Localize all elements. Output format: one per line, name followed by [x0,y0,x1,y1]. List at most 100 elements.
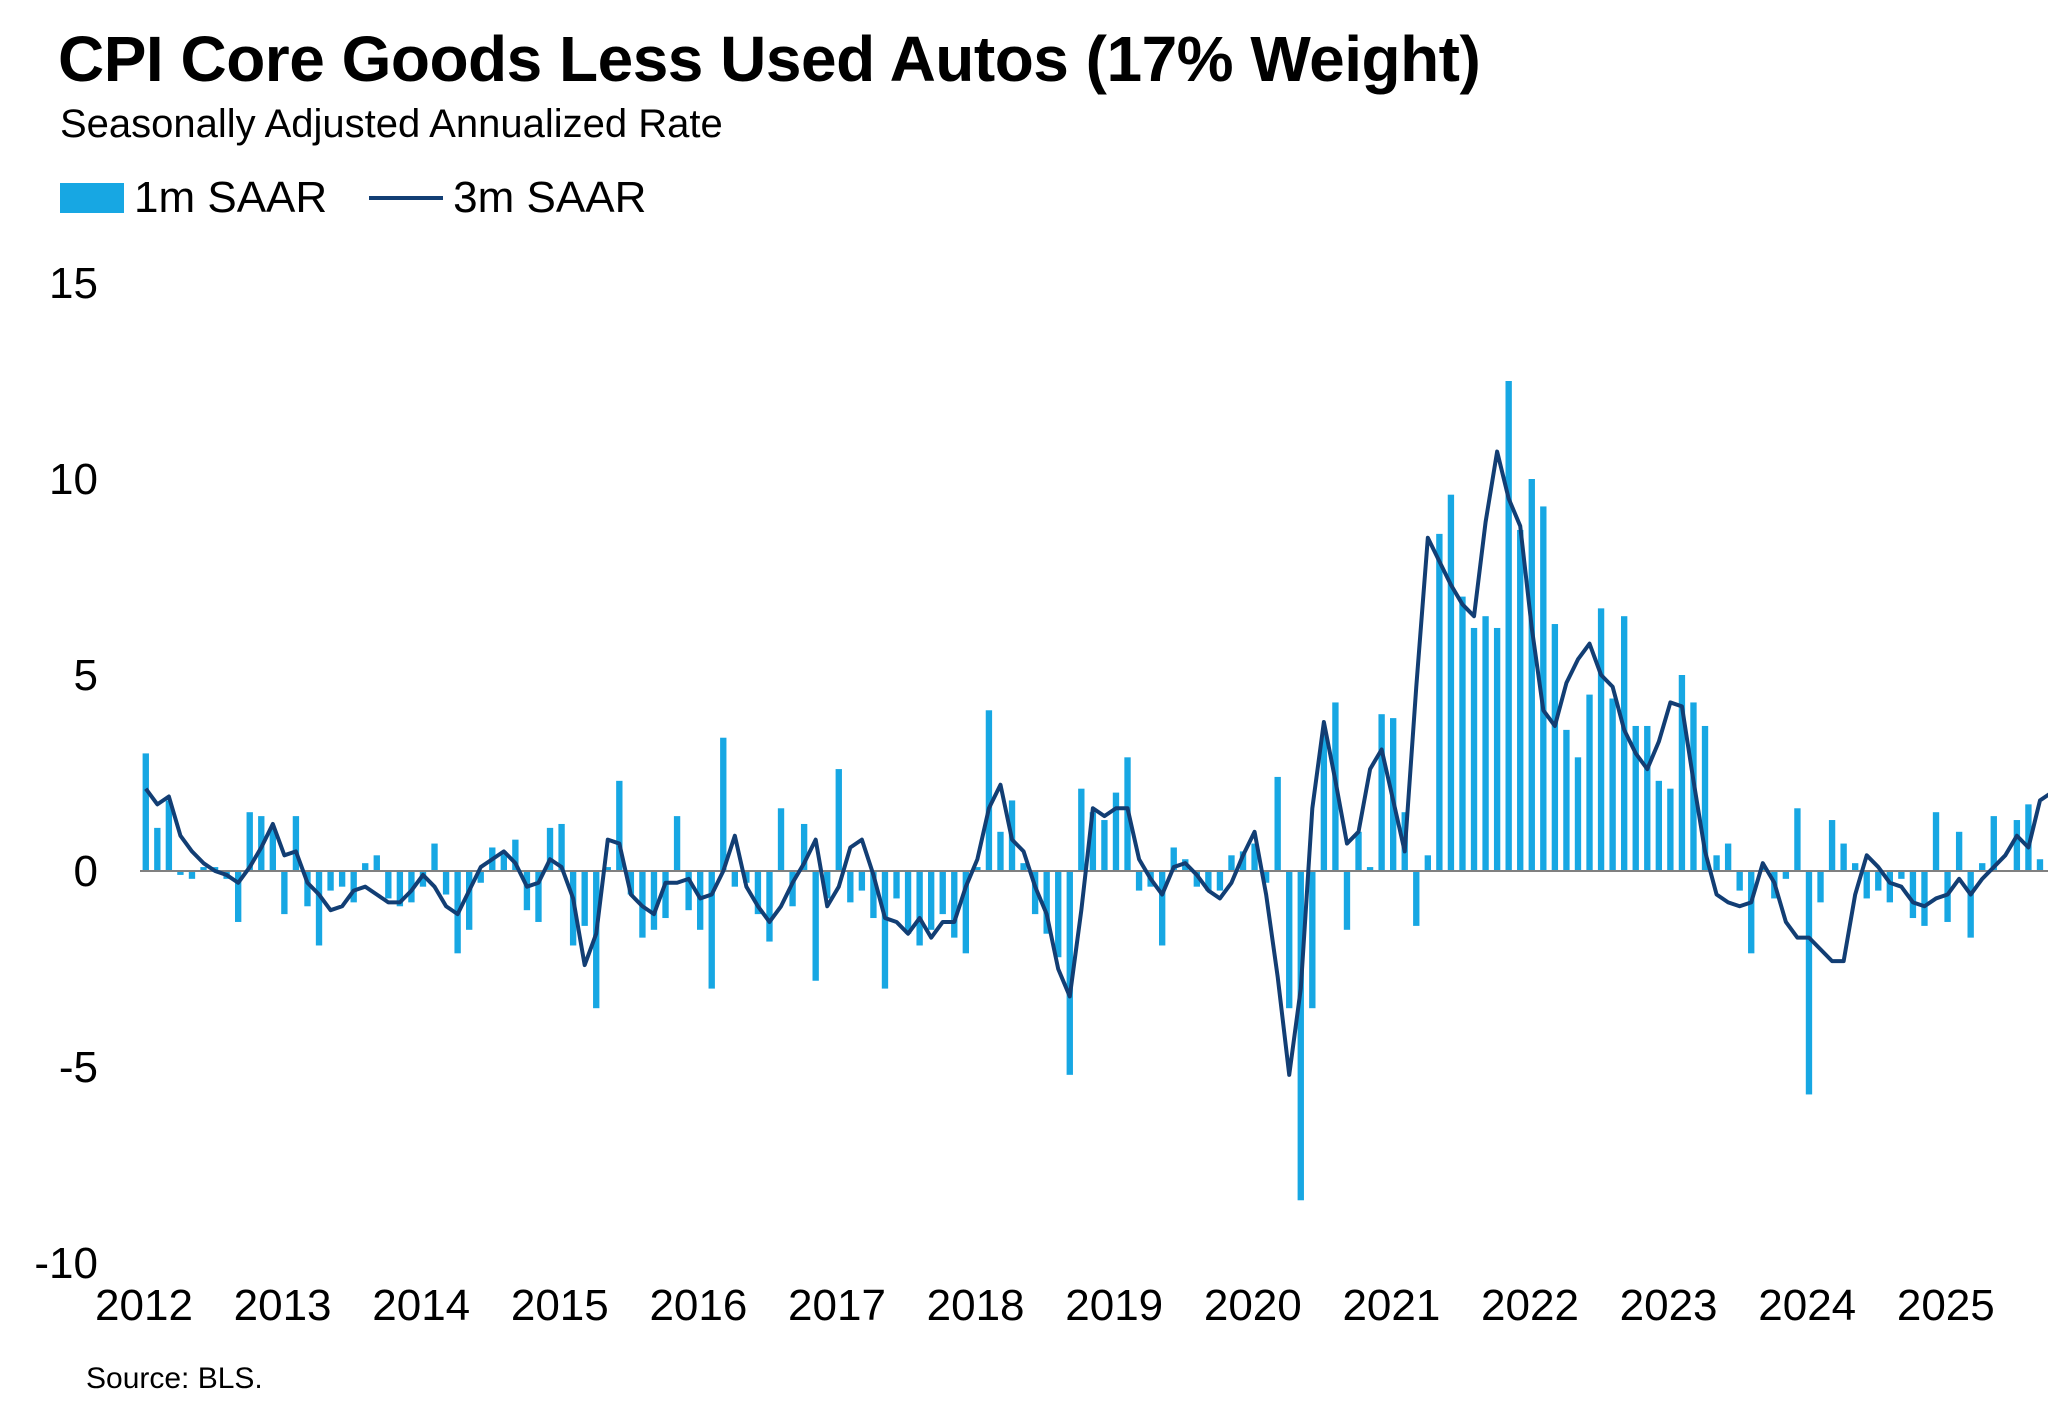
bar-1m [731,871,738,887]
bar-1m [1655,780,1662,871]
x-axis: 2012 2013 2014 2015 2016 2017 2018 2019 2020 2021… [95,1281,1995,1330]
bar-1m [1413,871,1420,926]
x-tick-label: 2015 [511,1281,609,1330]
bar-1m [246,812,253,871]
bar-1m [500,851,507,871]
bar-1m [419,871,427,887]
bar-1m [824,871,831,899]
bar-1m [385,871,392,899]
y-tick-label: 0 [74,847,98,896]
bar-series-1m [142,381,2044,1201]
bar-1m [1528,479,1535,871]
bar-1m [466,871,473,930]
bar-1m [2036,859,2044,871]
bar-1m [1274,776,1281,871]
bar-1m [1667,788,1674,871]
bar-1m [1863,871,1870,899]
bar-1m [708,871,715,989]
bar-1m [1586,694,1593,871]
bar-1m [431,843,438,871]
legend-label-3m: 3m SAAR [453,173,647,222]
bar-1m [962,871,969,954]
legend-swatch-bar [60,183,124,213]
bar-1m [720,737,727,871]
bar-1m [1251,843,1258,871]
bar-1m [627,871,635,895]
y-tick-label: 5 [74,651,98,700]
bar-1m [477,871,484,883]
x-tick-label: 2017 [788,1281,886,1330]
y-tick-label: 15 [49,259,98,308]
bar-1m [1609,698,1616,871]
bar-1m [1678,675,1686,871]
bar-1m [188,871,196,879]
y-tick-label: -5 [59,1043,98,1092]
bar-1m [1828,820,1836,871]
bar-1m [546,827,554,871]
bar-1m [893,871,900,899]
bar-1m [1794,808,1801,871]
bar-1m [1135,871,1143,891]
bar-1m [1089,812,1097,871]
bar-1m [789,871,796,907]
bar-1m [1286,871,1293,1009]
bar-1m [1563,729,1570,871]
legend-item-1m: 1m SAAR [60,173,327,223]
bar-1m [327,871,334,891]
bar-1m [1378,714,1385,871]
bar-1m [1112,792,1120,871]
bar-1m [1840,843,1847,871]
bar-1m [535,871,542,922]
bar-1m [1193,871,1200,887]
bar-1m [1736,871,1743,891]
y-tick-label: -10 [34,1239,98,1288]
bar-1m [1644,725,1651,871]
x-tick-label: 2013 [234,1281,332,1330]
bar-1m [1909,871,1917,919]
bar-1m [974,867,981,871]
x-tick-label: 2025 [1897,1281,1995,1330]
bar-1m [315,871,323,946]
source-note: Source: BLS. [86,1362,263,1395]
bar-1m [1782,871,1790,879]
bar-1m [1078,788,1085,871]
bar-1m [754,871,762,915]
x-tick-label: 2021 [1342,1281,1440,1330]
bar-1m [512,839,519,871]
bar-1m [1817,871,1824,903]
bar-1m [281,871,288,915]
bar-1m [1205,871,1212,891]
bar-1m [1159,871,1166,946]
bar-1m [1574,757,1582,871]
bar-1m [1551,624,1559,871]
legend-label-1m: 1m SAAR [134,173,328,222]
bar-1m [1597,608,1605,871]
bar-1m [1482,616,1489,871]
bar-1m [200,867,207,871]
bar-1m [1517,529,1524,871]
bar-1m [2025,804,2032,871]
bar-1m [1701,725,1709,871]
bar-1m [743,871,750,883]
bar-1m [1990,816,1997,871]
bar-1m [2013,820,2021,871]
bar-1m [1955,831,1963,871]
bar-1m [1066,871,1073,1075]
bar-1m [142,753,149,871]
bar-1m [1470,627,1478,871]
x-tick-label: 2023 [1620,1281,1718,1330]
bar-1m [1366,867,1374,871]
x-tick-label: 2014 [372,1281,470,1330]
y-axis: 15 10 5 0 -5 -10 [34,259,98,1288]
bar-1m [777,808,785,871]
bar-1m [685,871,692,911]
bar-1m [1921,871,1928,926]
bar-1m [1886,871,1893,903]
x-tick-label: 2018 [927,1281,1025,1330]
y-tick-label: 10 [49,455,98,504]
bar-1m [1239,851,1247,871]
bar-1m [1170,847,1177,871]
bar-1m [800,823,808,871]
legend-item-3m: 3m SAAR [369,173,646,223]
